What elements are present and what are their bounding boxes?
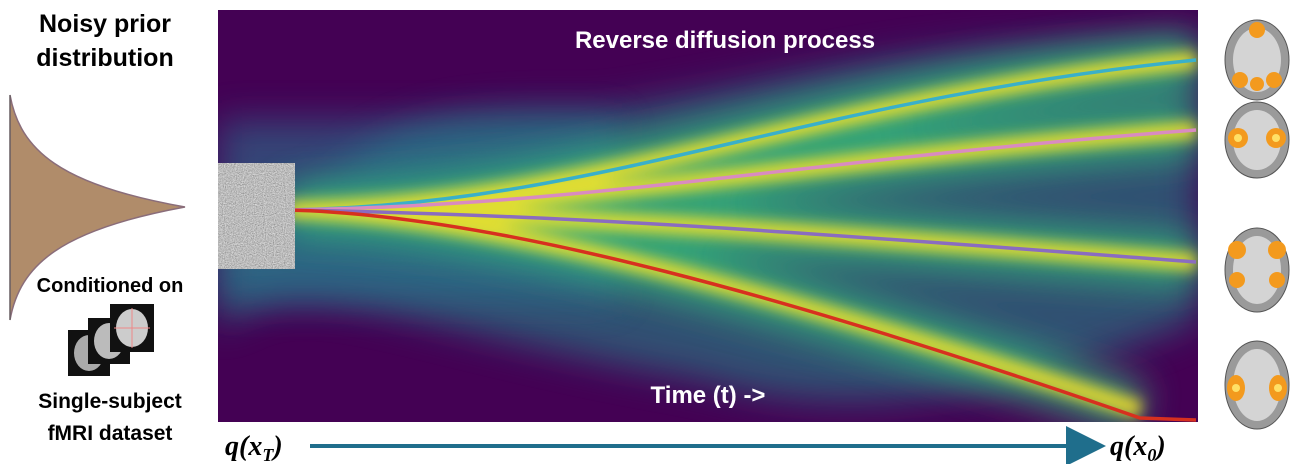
q-start: q(xT) [225, 431, 283, 464]
heatmap-title: Reverse diffusion process [575, 27, 875, 54]
text-part: T [262, 445, 274, 464]
prior-title: Noisy prior [39, 10, 171, 38]
dataset-label: fMRI dataset [48, 422, 173, 445]
dataset-label: Single-subject [38, 390, 182, 413]
text-part: 0 [1147, 445, 1156, 464]
text-part: ) [1153, 431, 1165, 462]
text-part: q(x [225, 431, 262, 462]
condition-label: Conditioned on [37, 275, 184, 297]
text-part: q(x [1110, 431, 1147, 462]
q-end: q(x0) [1110, 431, 1166, 464]
prior-title: distribution [36, 44, 173, 72]
time-label: Time (t) -> [651, 382, 766, 409]
text-part: ) [270, 431, 282, 462]
prior-curve [9, 94, 186, 321]
fmri-stack [68, 304, 154, 376]
heatmap [218, 10, 1198, 422]
brain-maps [1224, 19, 1290, 430]
